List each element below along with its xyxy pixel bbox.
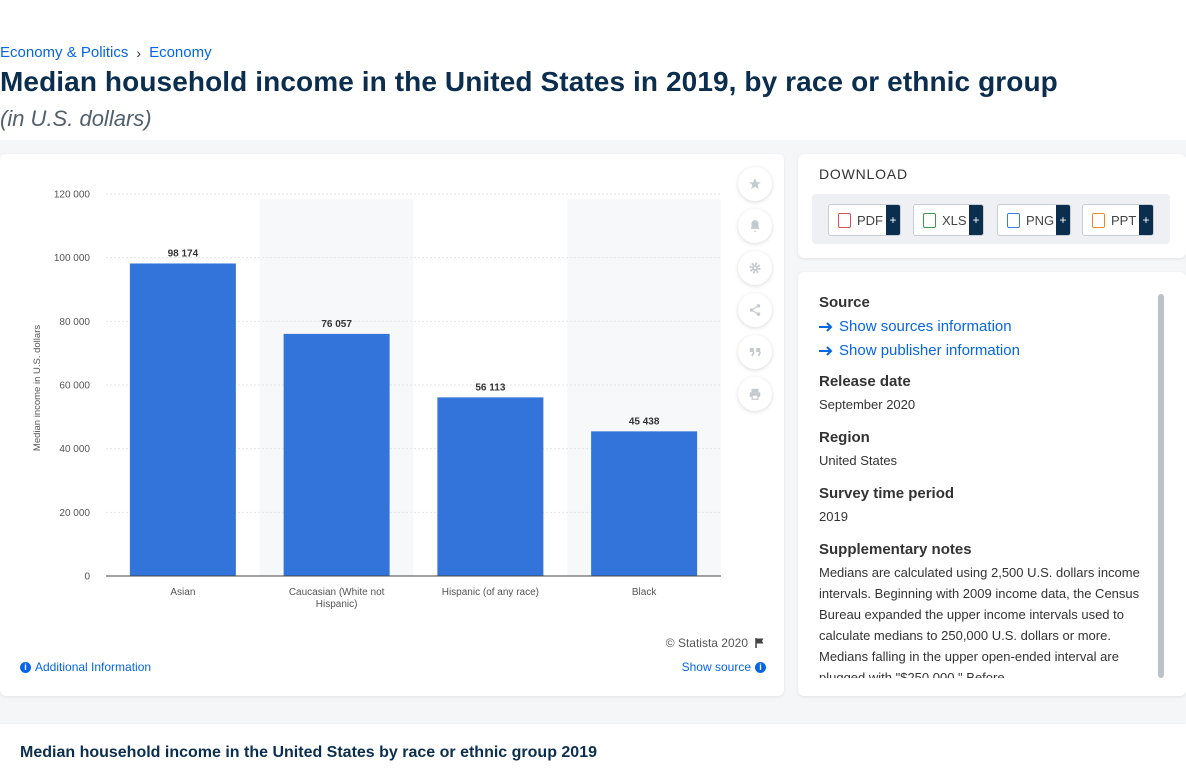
- y-tick-label: 120 000: [54, 190, 91, 201]
- ppt-file-icon: [1092, 212, 1105, 228]
- y-tick-label: 100 000: [54, 253, 91, 264]
- chart-card: 98 174 76 057 56 113 45 438 0 20 000 40 000 60…: [0, 154, 784, 696]
- share-icon[interactable]: [738, 293, 772, 327]
- download-ppt-plus[interactable]: +: [1139, 205, 1153, 235]
- pdf-file-icon: [838, 212, 851, 228]
- x-tick-label: Caucasian (White not: [289, 587, 385, 598]
- details-scrollbar-thumb[interactable]: [1158, 294, 1164, 678]
- bar: [129, 263, 236, 576]
- print-icon[interactable]: [738, 377, 772, 411]
- region-label: Region: [819, 429, 870, 446]
- x-tick-label: Hispanic): [316, 599, 358, 610]
- download-card: DOWNLOAD PDF + XLS + PNG + PPT +: [798, 154, 1186, 258]
- copyright-text: © Statista 2020: [665, 636, 748, 650]
- download-png-plus[interactable]: +: [1056, 205, 1070, 235]
- data-label: 98 174: [168, 248, 199, 259]
- page-title: Median household income in the United St…: [0, 66, 1058, 97]
- data-label: 56 113: [475, 382, 505, 393]
- info-icon: i: [20, 661, 31, 673]
- y-tick-label: 80 000: [59, 317, 90, 328]
- statistic-details-card: Source Show sources information Show pub…: [798, 272, 1186, 696]
- description-card: Median household income in the United St…: [0, 724, 1186, 784]
- show-source-link[interactable]: Show source i: [682, 660, 766, 674]
- survey-period-value: 2019: [819, 509, 848, 524]
- y-tick-label: 60 000: [59, 381, 90, 392]
- show-source-label: Show source: [681, 660, 751, 674]
- png-file-icon: [1007, 212, 1020, 228]
- release-date-value: September 2020: [819, 397, 916, 412]
- bar-chart: 98 174 76 057 56 113 45 438 0 20 000 40 000 60…: [32, 190, 721, 610]
- show-publisher-link[interactable]: Show publisher information: [819, 339, 1145, 363]
- supplementary-notes-value: Medians are calculated using 2,500 U.S. …: [819, 565, 1140, 678]
- bar: [591, 431, 698, 576]
- bell-icon[interactable]: [738, 209, 772, 243]
- y-tick-label: 20 000: [59, 508, 90, 519]
- page-subtitle: (in U.S. dollars): [0, 106, 152, 131]
- survey-period-label: Survey time period: [819, 485, 955, 502]
- info-icon: i: [755, 661, 766, 673]
- breadcrumb-item-economy[interactable]: Economy: [149, 44, 212, 61]
- breadcrumb-separator: ›: [136, 44, 142, 61]
- arrow-right-icon: [819, 346, 833, 356]
- download-pdf-label: PDF: [857, 212, 883, 228]
- breadcrumb-item-economy-politics[interactable]: Economy & Politics: [0, 44, 129, 61]
- data-label: 45 438: [629, 416, 660, 427]
- y-tick-label: 0: [84, 572, 90, 583]
- breadcrumb: Economy & Politics › Economy: [0, 44, 212, 61]
- download-title: DOWNLOAD: [819, 166, 908, 182]
- arrow-right-icon: [819, 322, 833, 332]
- show-sources-link[interactable]: Show sources information: [819, 315, 1145, 339]
- download-xls-button[interactable]: XLS +: [913, 204, 984, 236]
- x-tick-label: Black: [632, 587, 657, 598]
- download-png-label: PNG: [1026, 212, 1055, 228]
- quote-icon[interactable]: [738, 335, 772, 369]
- x-tick-label: Asian: [170, 587, 195, 598]
- release-date-label: Release date: [819, 373, 911, 390]
- download-xls-plus[interactable]: +: [969, 205, 983, 235]
- show-publisher-label: Show publisher information: [839, 342, 1020, 359]
- download-pdf-plus[interactable]: +: [886, 205, 900, 235]
- supplementary-notes-label: Supplementary notes: [819, 541, 972, 558]
- source-label: Source: [819, 294, 870, 311]
- additional-information-label: Additional Information: [35, 660, 152, 674]
- bar: [437, 397, 544, 576]
- statistic-details-content: Source Show sources information Show pub…: [819, 294, 1145, 678]
- page-header: [0, 36, 1186, 140]
- download-xls-label: XLS: [942, 212, 967, 228]
- bar: [283, 333, 390, 576]
- show-sources-label: Show sources information: [839, 318, 1012, 335]
- region-value: United States: [819, 453, 898, 468]
- y-axis-label: Median income in U.S. dollars: [32, 325, 43, 451]
- download-ppt-button[interactable]: PPT +: [1082, 204, 1154, 236]
- additional-information-link[interactable]: i Additional Information: [20, 660, 151, 674]
- x-tick-label: Hispanic (of any race): [442, 587, 539, 598]
- description-title: Median household income in the United St…: [20, 744, 597, 761]
- flag-icon[interactable]: [754, 637, 766, 649]
- download-buttons-row: PDF + XLS + PNG + PPT +: [812, 194, 1170, 244]
- copyright: © Statista 2020: [666, 636, 766, 650]
- details-scrollbar[interactable]: [1158, 294, 1164, 678]
- download-ppt-label: PPT: [1111, 212, 1137, 228]
- top-navigation-bar: [0, 0, 1186, 36]
- download-pdf-button[interactable]: PDF +: [828, 204, 901, 236]
- favorite-star-icon[interactable]: [738, 167, 772, 201]
- xls-file-icon: [923, 212, 936, 228]
- gear-icon[interactable]: [738, 251, 772, 285]
- download-png-button[interactable]: PNG +: [997, 204, 1071, 236]
- y-tick-label: 40 000: [59, 444, 90, 455]
- data-label: 76 057: [321, 319, 352, 330]
